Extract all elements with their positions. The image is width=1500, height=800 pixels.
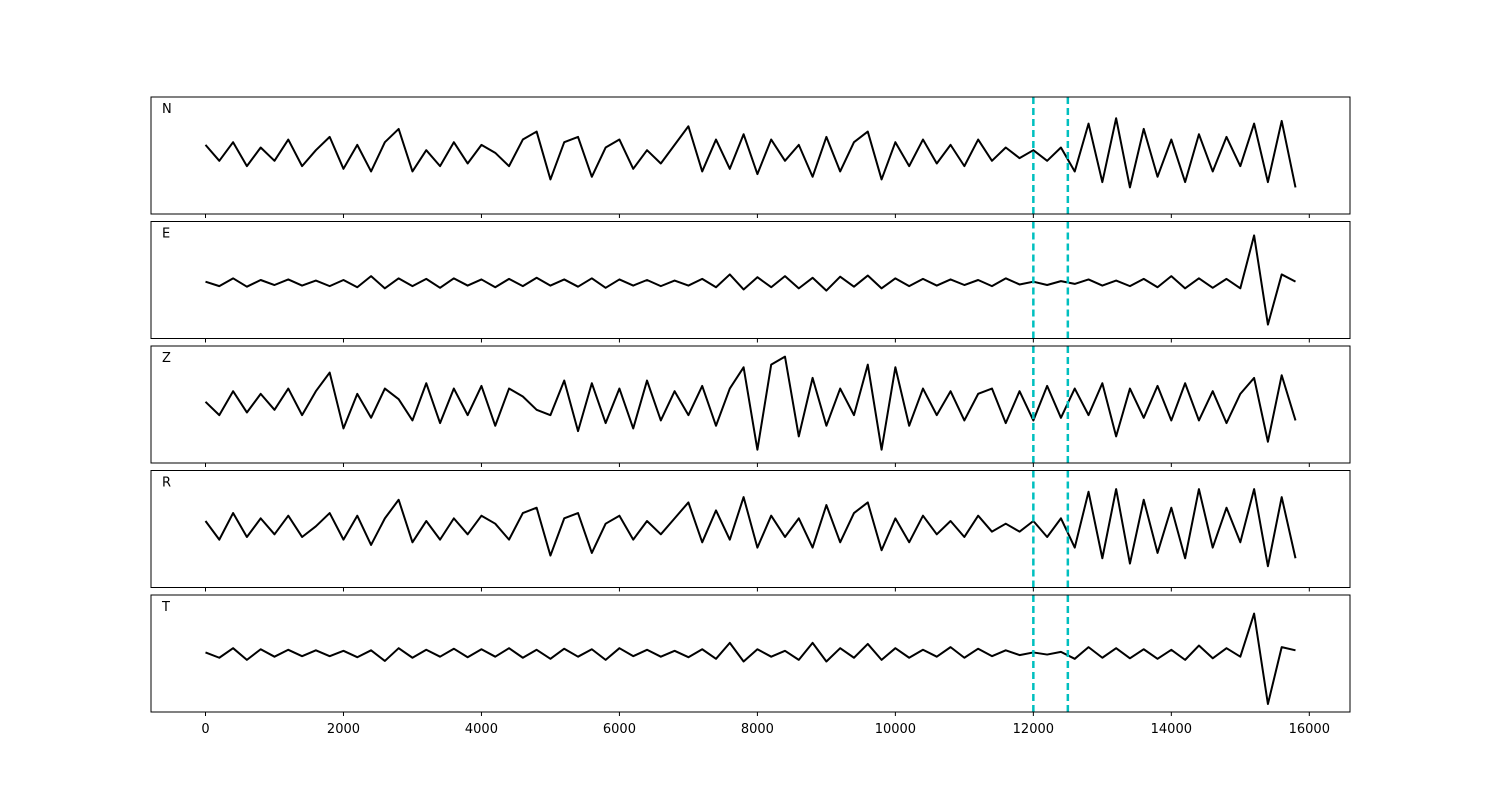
- x-tick-label: 12000: [1013, 722, 1054, 737]
- x-tick-label: 14000: [1151, 722, 1192, 737]
- panel-label: T: [161, 600, 170, 615]
- trace-line: [204, 355, 1297, 451]
- panel-frame: [150, 594, 1351, 713]
- panel-frame: [150, 221, 1351, 339]
- panel-label: N: [162, 102, 172, 117]
- panel-frame: [150, 345, 1351, 464]
- panel-label: E: [162, 227, 170, 242]
- trace-line: [205, 234, 1296, 326]
- x-tick-label: 4000: [465, 722, 498, 737]
- x-tick-label: 0: [201, 722, 209, 737]
- panel-frame: [150, 96, 1351, 215]
- trace-line: [204, 488, 1297, 568]
- trace-line: [205, 612, 1296, 706]
- panel-label: R: [162, 476, 171, 491]
- panel-label: Z: [162, 351, 171, 366]
- x-tick-label: 6000: [603, 722, 636, 737]
- trace-line: [204, 117, 1297, 189]
- panel-frame: [150, 470, 1351, 588]
- x-tick-label: 2000: [327, 722, 360, 737]
- x-tick-label: 10000: [875, 722, 916, 737]
- x-tick-label: 8000: [741, 722, 774, 737]
- x-tick-label: 16000: [1289, 722, 1330, 737]
